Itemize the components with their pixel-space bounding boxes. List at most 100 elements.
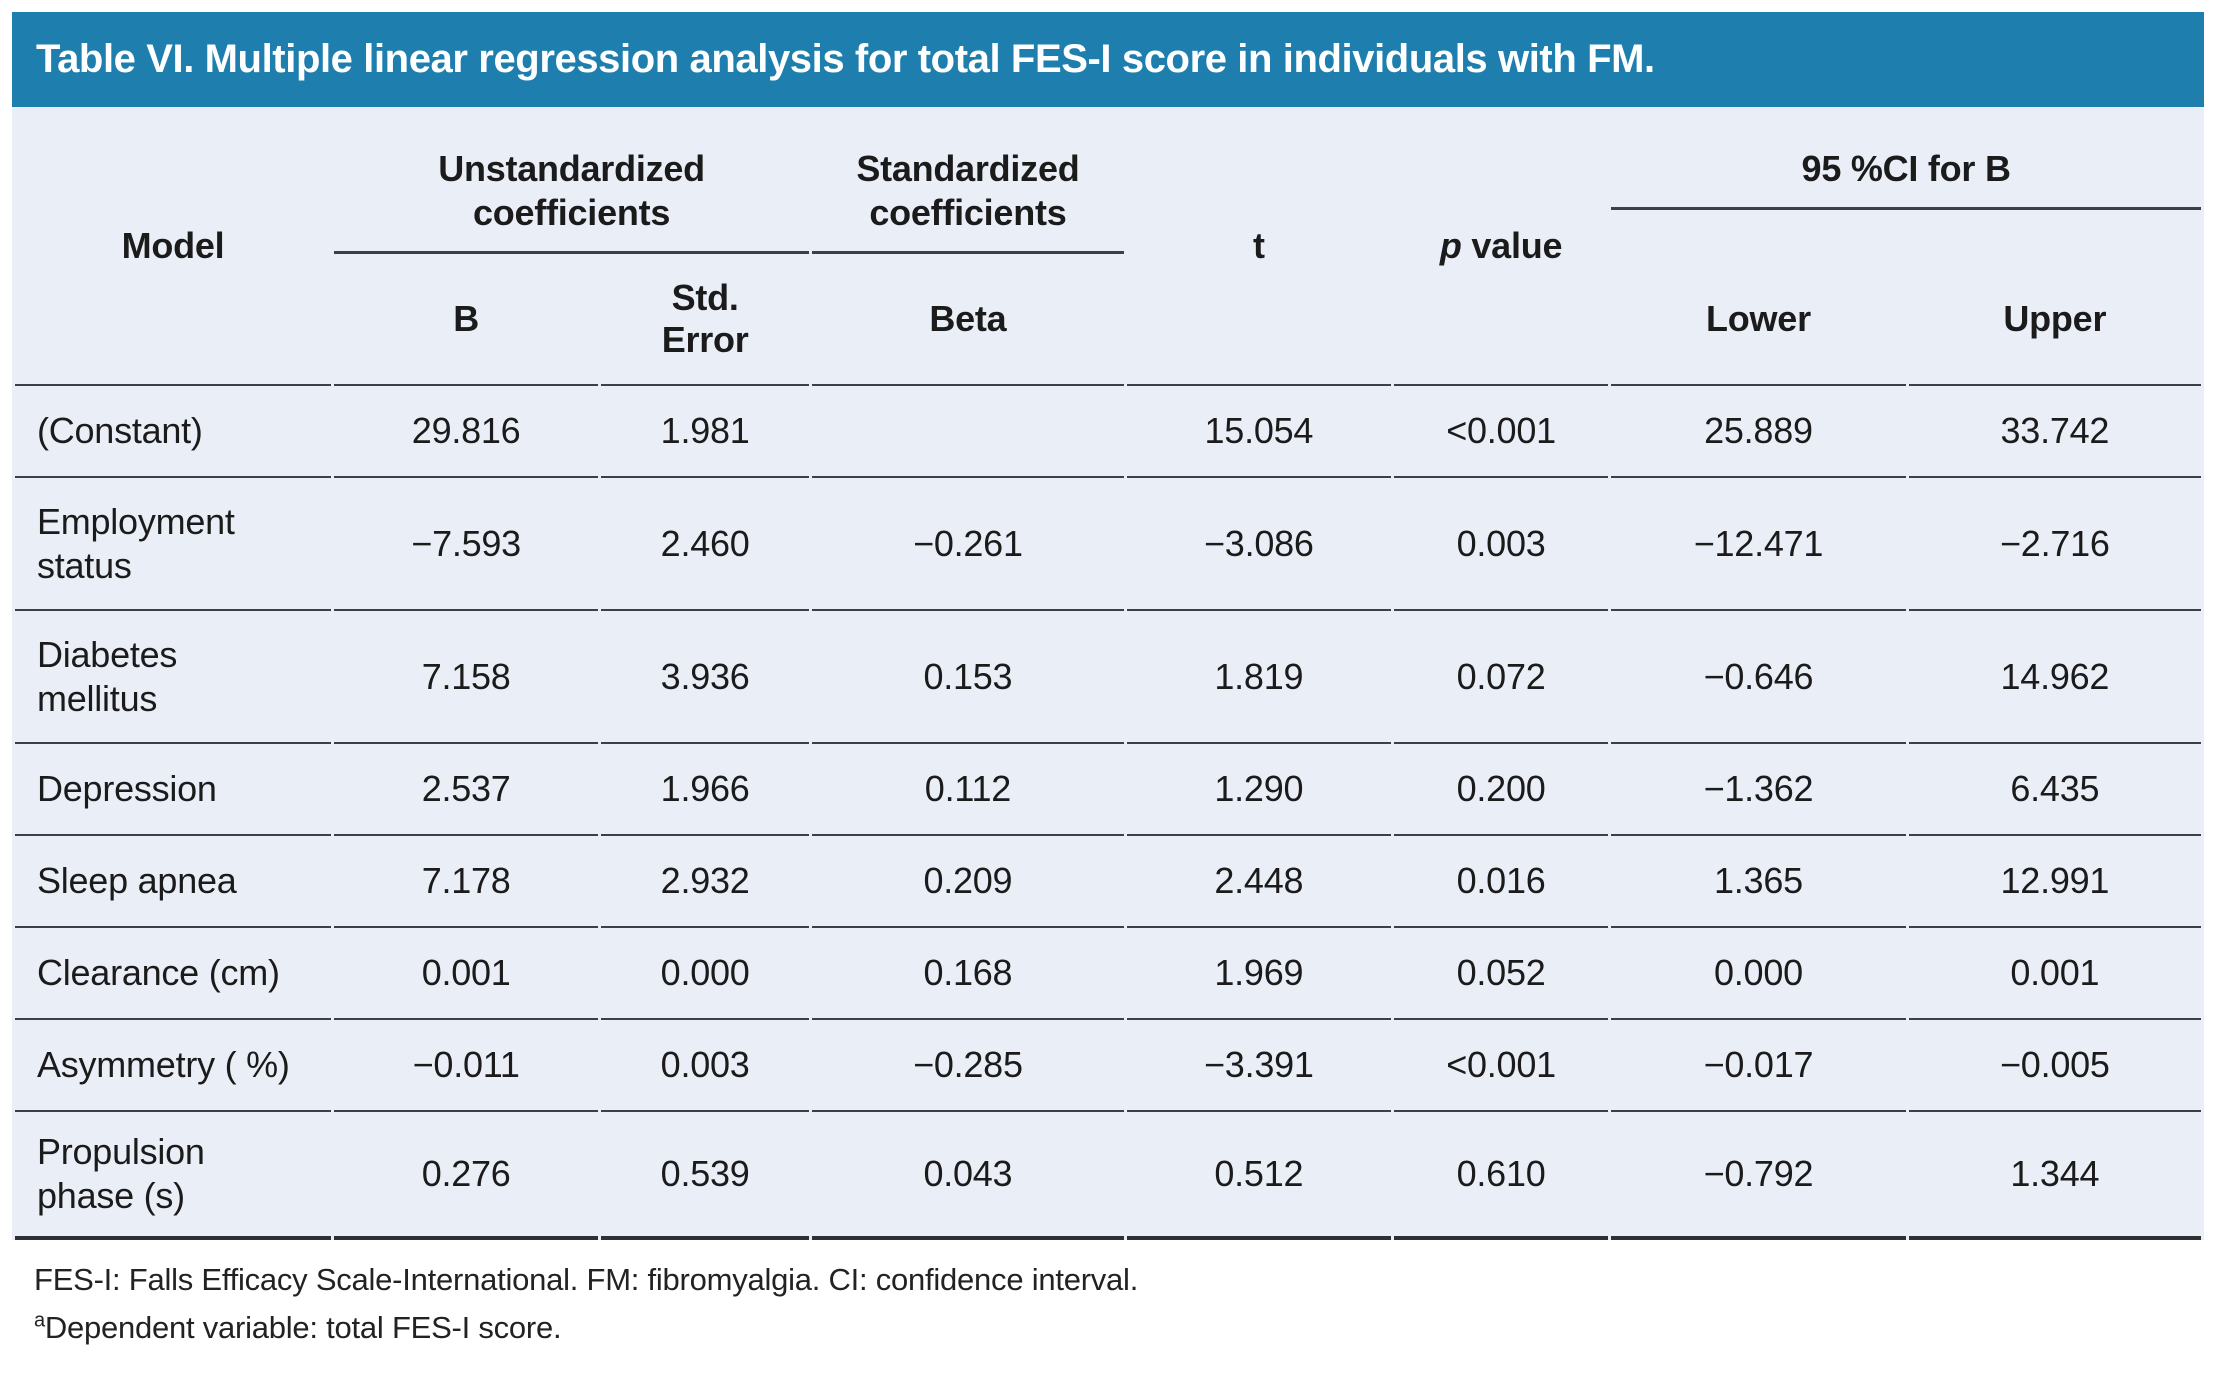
- table-row-diabetes-mellitus: Diabetes mellitus 7.158 3.936 0.153 1.81…: [15, 609, 2201, 742]
- table-row-depression: Depression 2.537 1.966 0.112 1.290 0.200…: [15, 742, 2201, 834]
- value-cell-b: 2.537: [334, 742, 599, 834]
- value-cell-std-error: 2.460: [601, 476, 810, 609]
- value-cell-beta: −0.285: [812, 1018, 1124, 1110]
- header-group-row: Model Unstandardized coefficients Standa…: [15, 107, 2201, 266]
- value-cell-upper: 12.991: [1908, 834, 2201, 926]
- value-cell-t: −3.391: [1126, 1018, 1391, 1110]
- table-body: (Constant) 29.816 1.981 15.054 <0.001 25…: [15, 384, 2201, 1240]
- model-cell: Propulsion phase (s): [15, 1110, 332, 1240]
- ci-for-b-label: 95 %CI for B: [1611, 107, 2201, 210]
- value-cell-lower: 25.889: [1611, 384, 1906, 476]
- value-cell-lower: 1.365: [1611, 834, 1906, 926]
- col-group-standardized-coefficients: Standardized coefficients: [812, 107, 1124, 254]
- col-header-t: t: [1252, 224, 1265, 266]
- value-cell-p: 0.003: [1393, 476, 1609, 609]
- table-row-sleep-apnea: Sleep apnea 7.178 2.932 0.209 2.448 0.01…: [15, 834, 2201, 926]
- col-header-p-value: p value: [1394, 107, 1608, 384]
- value-cell-std-error: 0.003: [601, 1018, 810, 1110]
- value-cell-upper: −0.005: [1908, 1018, 2201, 1110]
- model-cell: Diabetes mellitus: [15, 609, 332, 742]
- value-cell-p: 0.016: [1393, 834, 1609, 926]
- value-cell-upper: 1.344: [1908, 1110, 2201, 1240]
- value-cell-lower: −1.362: [1611, 742, 1906, 834]
- footnote-abbreviations: FES-I: Falls Efficacy Scale-Internationa…: [34, 1262, 1139, 1297]
- value-cell-b: 0.001: [334, 926, 599, 1018]
- value-cell-beta: 0.209: [812, 834, 1124, 926]
- value-cell-b: 7.178: [334, 834, 599, 926]
- value-cell-std-error: 0.000: [601, 926, 810, 1018]
- model-cell: Clearance (cm): [15, 926, 332, 1018]
- value-cell-b: 29.816: [334, 384, 599, 476]
- footnote-dependent-variable: aDependent variable: total FES-I score.: [34, 1304, 2204, 1352]
- header-sub-row: B Std. Error Beta Lower Upper: [15, 254, 2201, 384]
- col-group-95ci-for-b: 95 %CI for B: [1611, 107, 2201, 254]
- table-row-employment-status: Employment status −7.593 2.460 −0.261 −3…: [15, 476, 2201, 609]
- footnote-dependent-variable-text: Dependent variable: total FES-I score.: [44, 1310, 562, 1345]
- value-cell-beta: 0.112: [812, 742, 1124, 834]
- value-cell-std-error: 2.932: [601, 834, 810, 926]
- model-cell: Sleep apnea: [15, 834, 332, 926]
- value-cell-t: 15.054: [1126, 384, 1391, 476]
- value-cell-b: 7.158: [334, 609, 599, 742]
- unstandardized-coefficients-label: Unstandardized coefficients: [334, 107, 810, 254]
- table-row-propulsion-phase: Propulsion phase (s) 0.276 0.539 0.043 0…: [15, 1110, 2201, 1240]
- p-italic: p: [1439, 224, 1462, 266]
- value-cell-beta: [812, 384, 1124, 476]
- value-cell-p: <0.001: [1393, 384, 1609, 476]
- value-cell-std-error: 3.936: [601, 609, 810, 742]
- value-cell-std-error: 1.981: [601, 384, 810, 476]
- value-cell-lower: 0.000: [1611, 926, 1906, 1018]
- p-value-rest: value: [1461, 224, 1563, 266]
- value-cell-lower: −0.646: [1611, 609, 1906, 742]
- value-cell-lower: −12.471: [1611, 476, 1906, 609]
- col-header-std-error: Std. Error: [661, 277, 749, 360]
- value-cell-lower: −0.792: [1611, 1110, 1906, 1240]
- value-cell-beta: 0.153: [812, 609, 1124, 742]
- footnote-superscript-a: a: [34, 1309, 45, 1332]
- model-cell: Asymmetry ( %): [15, 1018, 332, 1110]
- value-cell-p: <0.001: [1393, 1018, 1609, 1110]
- table-title-bar: Table VI. Multiple linear regression ana…: [12, 12, 2204, 107]
- value-cell-p: 0.052: [1393, 926, 1609, 1018]
- model-cell: (Constant): [15, 384, 332, 476]
- value-cell-b: −0.011: [334, 1018, 599, 1110]
- value-cell-std-error: 1.966: [601, 742, 810, 834]
- table-header: Model Unstandardized coefficients Standa…: [15, 107, 2201, 384]
- table-title: Table VI. Multiple linear regression ana…: [36, 37, 1655, 81]
- value-cell-lower: −0.017: [1611, 1018, 1906, 1110]
- value-cell-t: −3.086: [1126, 476, 1391, 609]
- value-cell-t: 1.290: [1126, 742, 1391, 834]
- value-cell-t: 1.969: [1126, 926, 1391, 1018]
- value-cell-beta: −0.261: [812, 476, 1124, 609]
- col-group-unstandardized-coefficients: Unstandardized coefficients: [334, 107, 810, 254]
- value-cell-upper: −2.716: [1908, 476, 2201, 609]
- col-header-beta: Beta: [929, 298, 1007, 339]
- value-cell-upper: 33.742: [1908, 384, 2201, 476]
- model-cell: Depression: [15, 742, 332, 834]
- value-cell-p: 0.072: [1393, 609, 1609, 742]
- standardized-coefficients-label: Standardized coefficients: [812, 107, 1124, 254]
- table-row-constant: (Constant) 29.816 1.981 15.054 <0.001 25…: [15, 384, 2201, 476]
- value-cell-upper: 6.435: [1908, 742, 2201, 834]
- value-cell-beta: 0.168: [812, 926, 1124, 1018]
- table-footnotes: FES-I: Falls Efficacy Scale-Internationa…: [12, 1240, 2204, 1352]
- col-header-b: B: [453, 298, 480, 339]
- table-row-asymmetry: Asymmetry ( %) −0.011 0.003 −0.285 −3.39…: [15, 1018, 2201, 1110]
- col-header-model: Model: [121, 224, 225, 266]
- value-cell-t: 0.512: [1126, 1110, 1391, 1240]
- value-cell-upper: 14.962: [1908, 609, 2201, 742]
- col-header-lower: Lower: [1706, 298, 1811, 339]
- regression-table: Model Unstandardized coefficients Standa…: [12, 107, 2204, 1240]
- value-cell-std-error: 0.539: [601, 1110, 810, 1240]
- col-header-upper: Upper: [2003, 298, 2107, 339]
- value-cell-b: 0.276: [334, 1110, 599, 1240]
- model-cell: Employment status: [15, 476, 332, 609]
- value-cell-p: 0.610: [1393, 1110, 1609, 1240]
- value-cell-t: 1.819: [1126, 609, 1391, 742]
- table-row-clearance: Clearance (cm) 0.001 0.000 0.168 1.969 0…: [15, 926, 2201, 1018]
- value-cell-p: 0.200: [1393, 742, 1609, 834]
- value-cell-upper: 0.001: [1908, 926, 2201, 1018]
- value-cell-b: −7.593: [334, 476, 599, 609]
- value-cell-beta: 0.043: [812, 1110, 1124, 1240]
